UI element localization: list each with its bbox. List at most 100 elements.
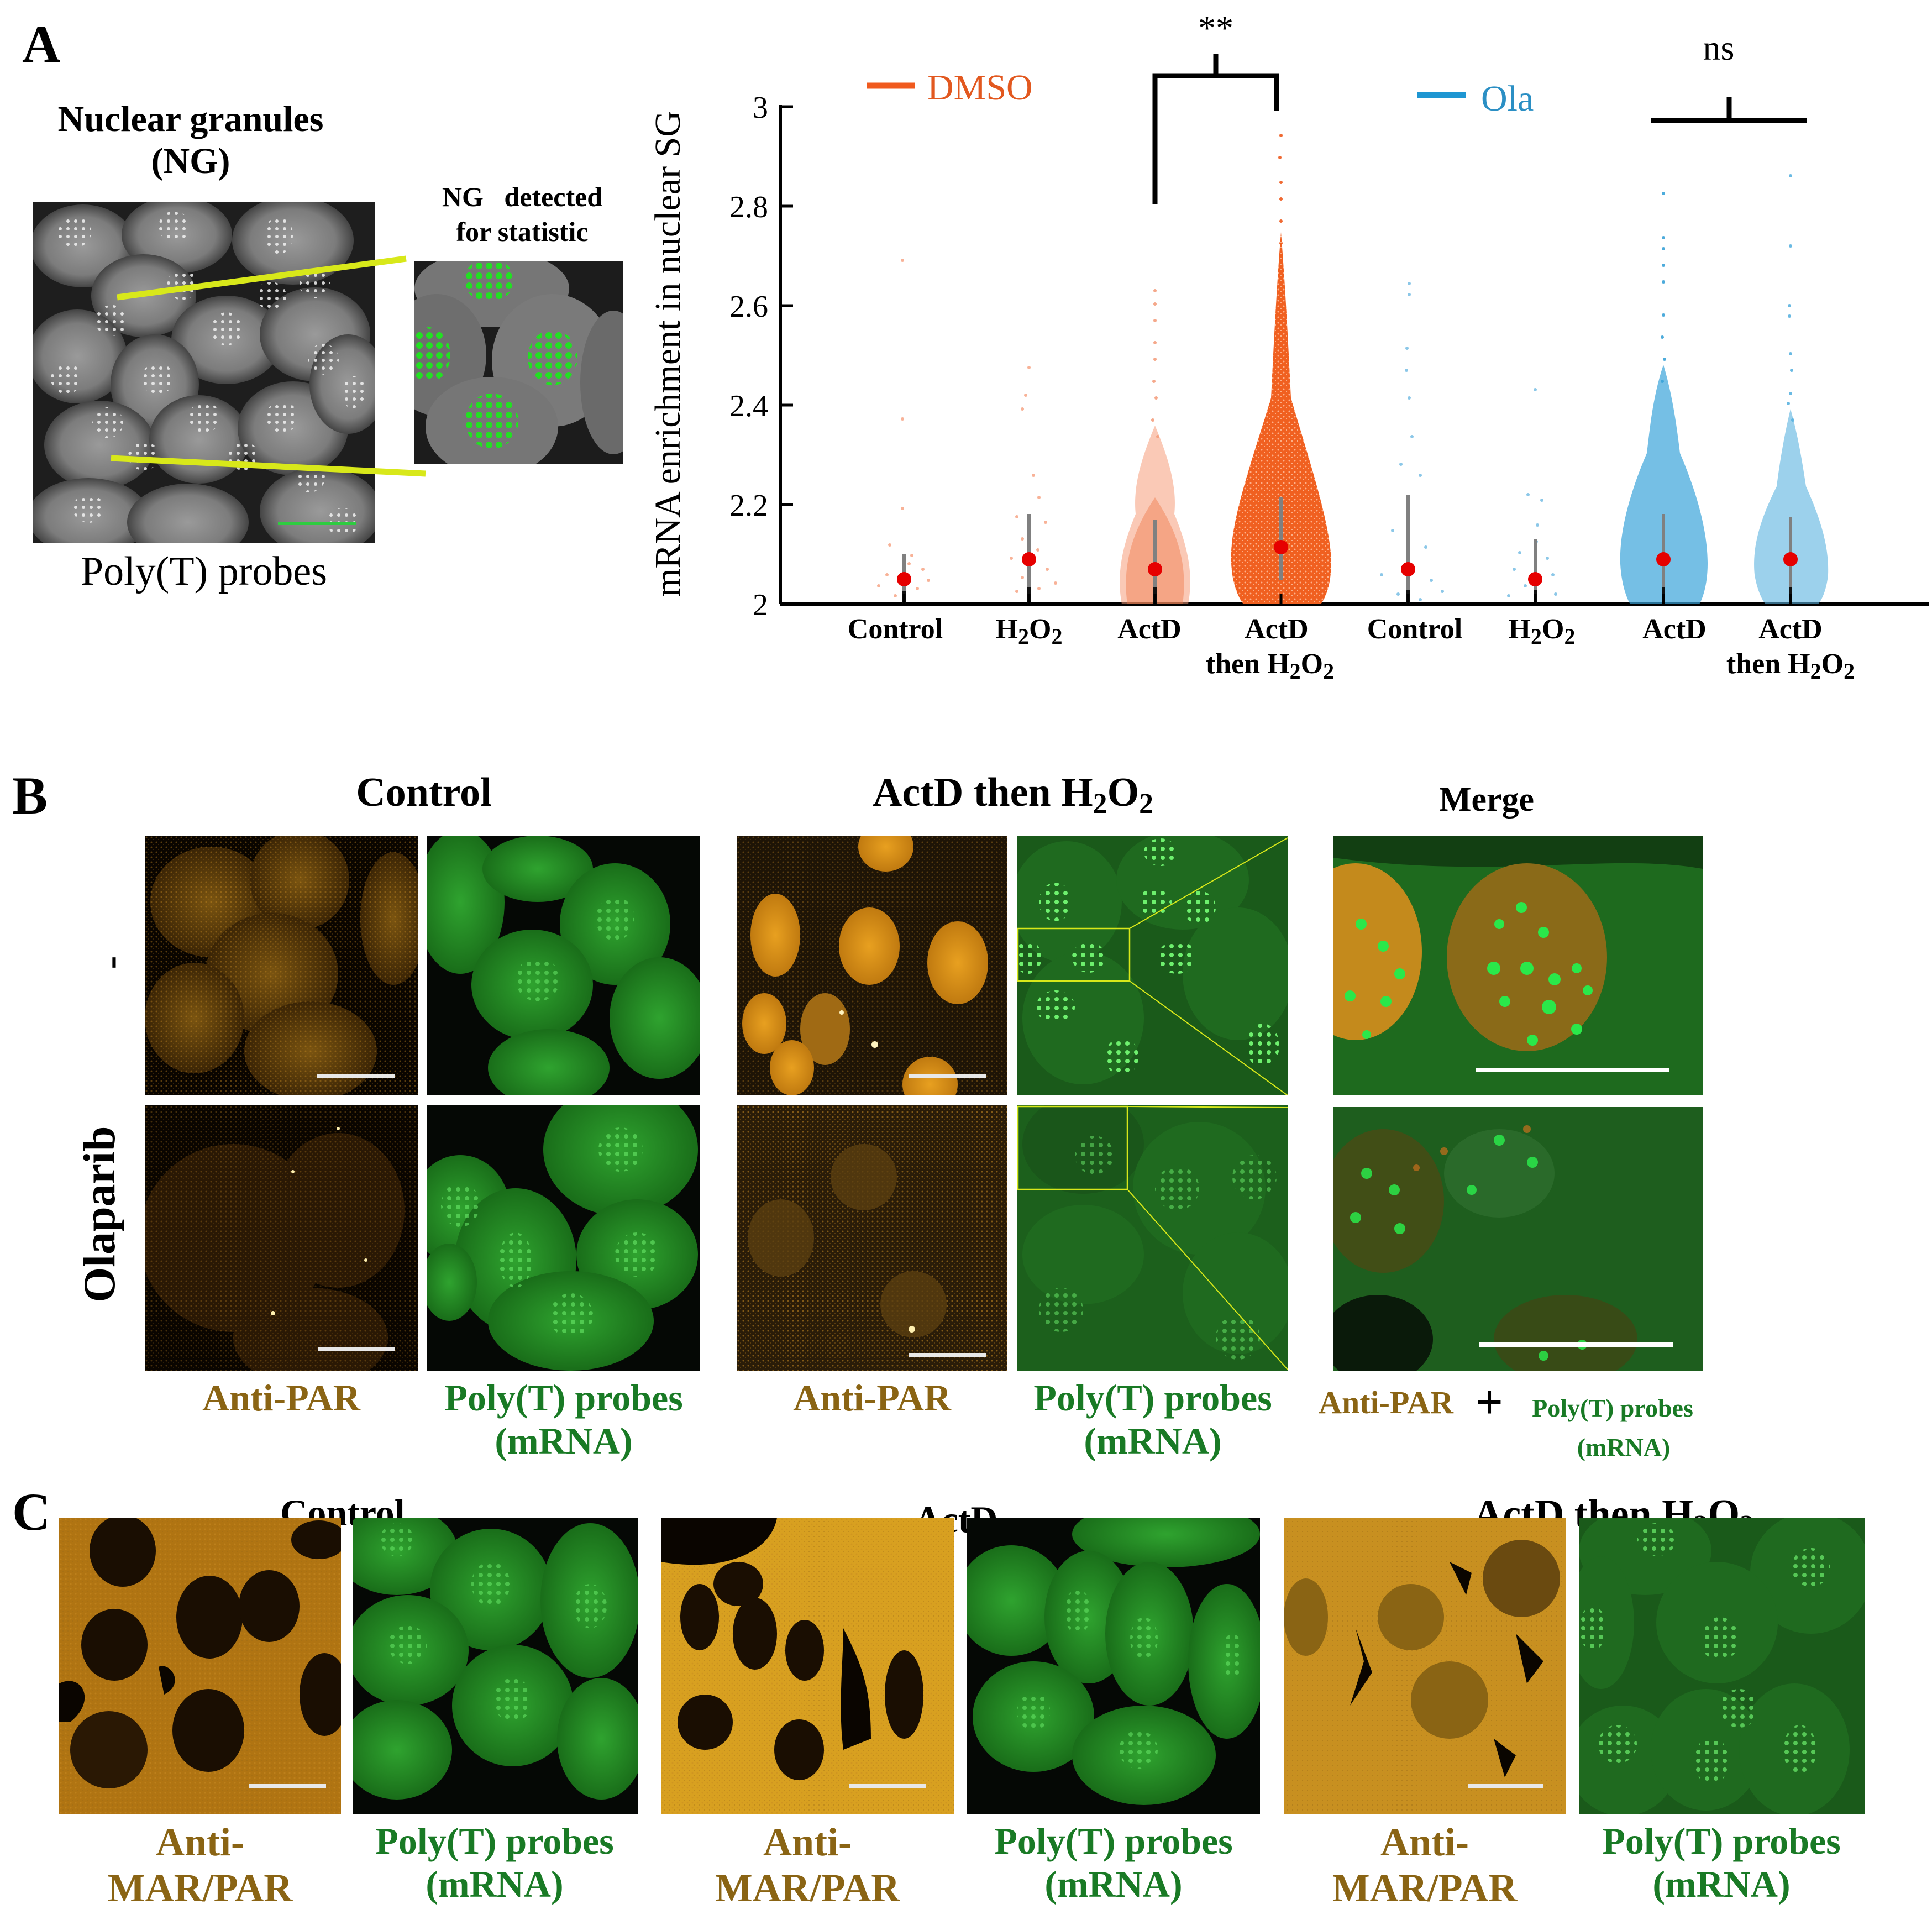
polyt-grayscale-micrograph (33, 202, 375, 543)
b-caption-anti-par-control: Anti-PAR (202, 1377, 360, 1419)
title-line-2: (NG) (151, 140, 230, 181)
b-col-title-merge: Merge (1439, 781, 1535, 819)
x-label-dmso-actd: ActD (1117, 613, 1182, 645)
b-control-olaparib-polyt-image (427, 1105, 700, 1371)
b-actd-h2o2-olaparib-polyt-image (1017, 1105, 1288, 1371)
b-control-olaparib-anti-par-image (145, 1105, 418, 1371)
inset-title: NG detected for statistic (406, 180, 638, 249)
inset-title-line-1: NG detected (442, 181, 603, 212)
ng-detected-inset-image (414, 261, 623, 464)
c-caption-polyt-control: Poly(T) probes (mRNA) (375, 1820, 614, 1906)
zoom-region-box (1017, 1105, 1128, 1190)
group-ola-control (1380, 282, 1444, 604)
polyt-probes-caption: Poly(T) probes (81, 549, 327, 594)
y-tick-3: 3 (753, 91, 768, 125)
x-label-dmso-actd-then-line1: ActD (1245, 613, 1309, 645)
median-ola-h2o2 (1528, 572, 1542, 586)
b-col-title-control: Control (356, 770, 492, 815)
panel-letter-c: C (12, 1482, 51, 1541)
b-merge-olaparib-image (1334, 1107, 1703, 1371)
group-ola-actd (1620, 192, 1708, 604)
scale-bar (849, 1784, 926, 1788)
median-ola-actd (1656, 552, 1671, 566)
scale-bar (318, 1347, 395, 1351)
group-dmso-control (877, 259, 930, 604)
nuclear-granules-title: Nuclear granules (NG) (33, 98, 348, 182)
b-col-title-actd-then-h2o2: ActD then H2O2 (872, 770, 1154, 820)
median-dmso-actd (1148, 562, 1162, 576)
x-label-dmso-actd-then-line2: then H2O2 (1206, 648, 1334, 684)
c-actd-anti-mar-par-image (661, 1518, 954, 1814)
median-dmso-control (897, 572, 911, 586)
panel-letter-b: B (12, 766, 48, 825)
x-label-dmso-control: Control (848, 613, 943, 645)
y-tick-2-8: 2.8 (729, 190, 768, 224)
x-label-ola-actd-then-line1: ActD (1758, 613, 1823, 645)
x-tick-labels: Control H2O2 ActD ActD then H2O2 Control… (848, 613, 1855, 684)
b-caption-merge-polyt: Poly(T) probes (mRNA) (1532, 1394, 1693, 1462)
inset-title-line-2: for statistic (456, 216, 589, 247)
x-ticks (902, 594, 1792, 604)
scale-bar (1479, 1342, 1673, 1347)
b-control-untreated-anti-par-image (145, 836, 418, 1095)
b-caption-anti-par-actd: Anti-PAR (793, 1377, 951, 1419)
c-actd-polyt-image (967, 1518, 1260, 1814)
c-caption-polyt-actd: Poly(T) probes (mRNA) (994, 1820, 1233, 1906)
group-dmso-actd-then-h2o2 (1231, 134, 1331, 604)
inset-cells-image (414, 261, 623, 464)
mrna-enrichment-chart: mRNA enrichment in nuclear SG 3 2.8 2.6 … (648, 8, 1929, 684)
median-dmso-actd-then-h2o2 (1274, 540, 1288, 554)
scale-bar (909, 1074, 986, 1078)
title-line-1: Nuclear granules (57, 99, 324, 139)
x-label-dmso-h2o2: H2O2 (996, 613, 1063, 649)
significance-bracket-dmso (1152, 54, 1279, 204)
zoom-region-box (1017, 927, 1131, 982)
x-label-ola-control: Control (1367, 613, 1462, 645)
inset-connector-lines (111, 255, 426, 477)
y-axis-label: mRNA enrichment in nuclear SG (648, 111, 688, 597)
b-merge-untreated-image (1334, 836, 1703, 1095)
median-ola-actd-then-h2o2 (1783, 552, 1798, 566)
group-ola-h2o2 (1507, 388, 1557, 604)
b-actd-h2o2-untreated-polyt-image (1017, 836, 1288, 1095)
x-label-ola-actd-then-line2: then H2O2 (1726, 648, 1855, 684)
c-caption-polyt-actd-h2o2: Poly(T) probes (mRNA) (1602, 1820, 1841, 1906)
b-row-label-untreated: - (88, 956, 133, 969)
y-tick-2-6: 2.6 (729, 290, 768, 324)
scale-bar (1468, 1784, 1544, 1788)
legend-ola-label: Ola (1481, 78, 1534, 119)
b-actd-h2o2-untreated-anti-par-image (737, 836, 1007, 1095)
significance-label-ns: ns (1703, 28, 1735, 67)
significance-bracket-ola (1651, 97, 1807, 123)
c-caption-anti-mar-par-actd-h2o2: Anti- MAR/PAR (1332, 1820, 1518, 1910)
grayscale-cells-image (33, 202, 375, 543)
scale-bar (317, 1074, 395, 1078)
y-tick-2-2: 2.2 (729, 489, 768, 523)
scale-bar (1476, 1068, 1670, 1072)
y-tick-2-4: 2.4 (729, 389, 768, 423)
median-ola-control (1401, 562, 1415, 576)
x-label-ola-h2o2: H2O2 (1509, 613, 1576, 649)
scale-bar (909, 1353, 986, 1357)
c-control-polyt-image (353, 1518, 638, 1814)
y-ticks (780, 105, 793, 506)
c-actd-h2o2-polyt-image (1579, 1518, 1865, 1814)
b-caption-polyt-control: Poly(T) probes (mRNA) (444, 1377, 683, 1462)
b-caption-merge-plus: + (1476, 1376, 1503, 1428)
b-caption-merge-anti-par: Anti-PAR (1319, 1384, 1453, 1420)
c-actd-h2o2-anti-mar-par-image (1284, 1518, 1566, 1814)
y-tick-2: 2 (753, 588, 768, 622)
b-actd-h2o2-olaparib-anti-par-image (737, 1105, 1007, 1371)
c-caption-anti-mar-par-control: Anti- MAR/PAR (107, 1820, 293, 1910)
c-caption-anti-mar-par-actd: Anti- MAR/PAR (715, 1820, 900, 1910)
scale-bar (249, 1784, 326, 1788)
x-label-ola-actd: ActD (1642, 613, 1707, 645)
b-control-untreated-polyt-image (427, 836, 700, 1095)
median-dmso-h2o2 (1022, 552, 1036, 566)
group-dmso-h2o2 (1010, 366, 1057, 604)
legend-dmso-label: DMSO (927, 67, 1033, 108)
y-tick-labels: 3 2.8 2.6 2.4 2.2 2 (729, 91, 768, 622)
group-ola-actd-then-h2o2 (1754, 174, 1829, 604)
b-caption-polyt-actd: Poly(T) probes (mRNA) (1033, 1377, 1272, 1462)
scale-bar (278, 522, 356, 525)
